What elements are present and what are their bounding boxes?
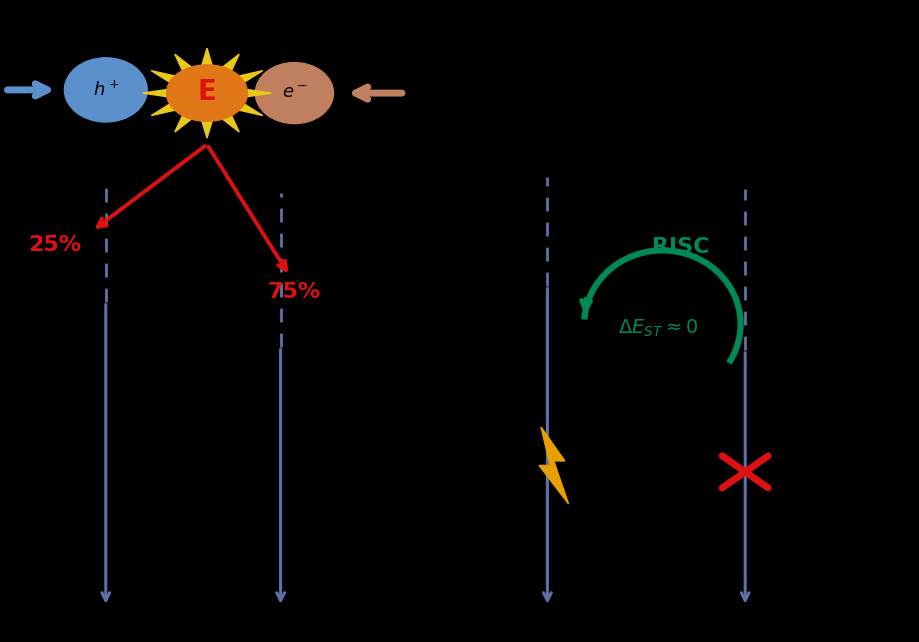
Text: $\Delta E_{ST}{\approx}0$: $\Delta E_{ST}{\approx}0$ xyxy=(618,318,698,340)
Text: $h^+$: $h^+$ xyxy=(93,80,119,100)
Ellipse shape xyxy=(64,58,147,122)
Circle shape xyxy=(166,65,247,121)
Ellipse shape xyxy=(255,63,334,124)
Text: $e^-$: $e^-$ xyxy=(281,84,307,102)
Text: RISC: RISC xyxy=(652,237,709,257)
Polygon shape xyxy=(539,427,568,504)
Polygon shape xyxy=(142,48,271,138)
Text: 75%: 75% xyxy=(267,282,321,302)
Text: 25%: 25% xyxy=(28,235,82,256)
Text: E: E xyxy=(198,78,216,106)
